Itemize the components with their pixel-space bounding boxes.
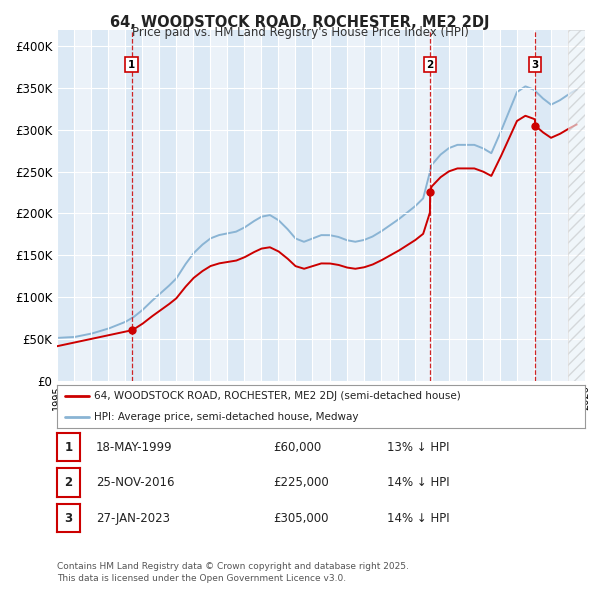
Text: HPI: Average price, semi-detached house, Medway: HPI: Average price, semi-detached house,… (94, 412, 358, 422)
Bar (244, 30, 262, 381)
Bar (313, 30, 329, 381)
Text: 64, WOODSTOCK ROAD, ROCHESTER, ME2 2DJ (semi-detached house): 64, WOODSTOCK ROAD, ROCHESTER, ME2 2DJ (… (94, 391, 461, 401)
Text: 25-NOV-2016: 25-NOV-2016 (96, 476, 175, 489)
Text: £305,000: £305,000 (273, 512, 329, 525)
Bar (74, 30, 91, 381)
Bar (483, 30, 500, 381)
Bar (210, 30, 227, 381)
Bar (108, 30, 125, 381)
Bar (551, 30, 568, 381)
Bar (347, 30, 364, 381)
Text: 2: 2 (427, 60, 434, 70)
Bar (176, 30, 193, 381)
Bar (517, 30, 534, 381)
Text: 3: 3 (532, 60, 539, 70)
Bar (568, 30, 585, 381)
Text: £60,000: £60,000 (273, 441, 321, 454)
Bar (380, 30, 398, 381)
Bar (415, 30, 432, 381)
Text: £225,000: £225,000 (273, 476, 329, 489)
Text: 1: 1 (64, 441, 73, 454)
Text: 2: 2 (64, 476, 73, 489)
Text: 13% ↓ HPI: 13% ↓ HPI (387, 441, 449, 454)
Text: 14% ↓ HPI: 14% ↓ HPI (387, 476, 449, 489)
Text: Price paid vs. HM Land Registry's House Price Index (HPI): Price paid vs. HM Land Registry's House … (131, 26, 469, 39)
Text: 18-MAY-1999: 18-MAY-1999 (96, 441, 173, 454)
Bar (278, 30, 295, 381)
Text: 64, WOODSTOCK ROAD, ROCHESTER, ME2 2DJ: 64, WOODSTOCK ROAD, ROCHESTER, ME2 2DJ (110, 15, 490, 30)
Text: 27-JAN-2023: 27-JAN-2023 (96, 512, 170, 525)
Text: Contains HM Land Registry data © Crown copyright and database right 2025.
This d: Contains HM Land Registry data © Crown c… (57, 562, 409, 583)
Text: 14% ↓ HPI: 14% ↓ HPI (387, 512, 449, 525)
Text: 1: 1 (128, 60, 135, 70)
Bar (449, 30, 466, 381)
Text: 3: 3 (64, 512, 73, 525)
Bar (142, 30, 159, 381)
